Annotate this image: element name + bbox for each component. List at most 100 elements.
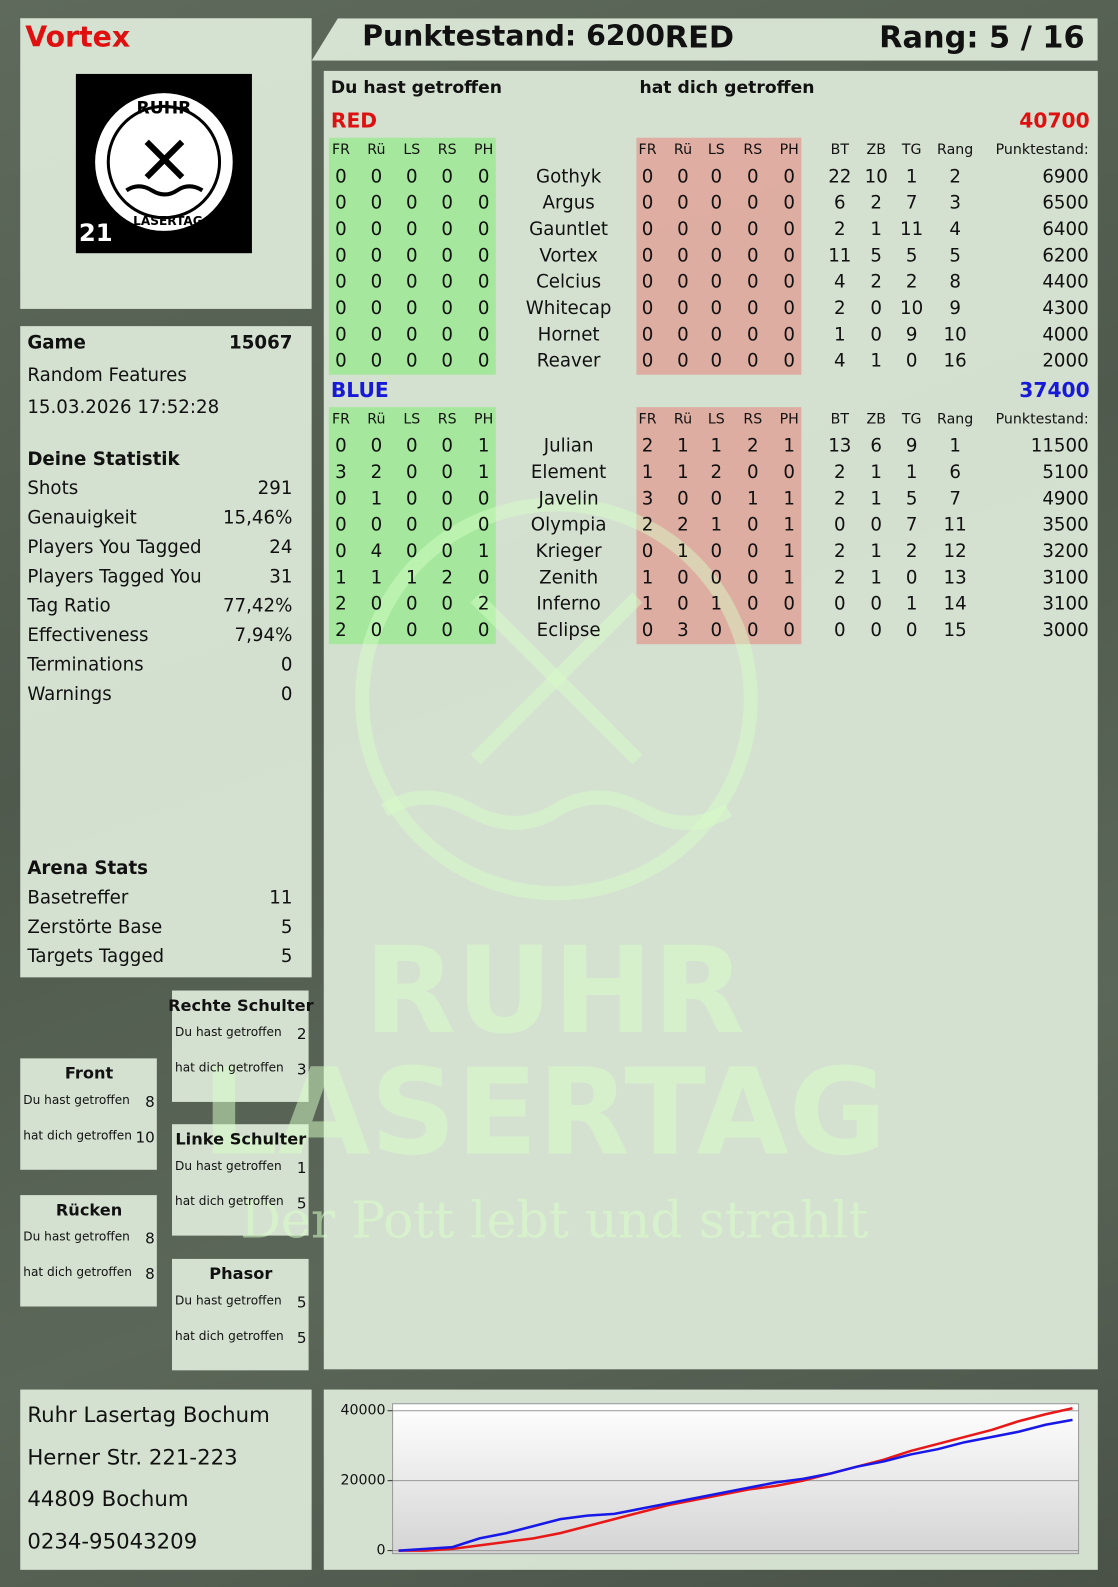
stat-label: Players Tagged You	[27, 566, 202, 588]
got-cell: 1	[710, 435, 723, 457]
watermark-text: RUHR	[364, 920, 745, 1061]
hit-cell: 0	[406, 271, 418, 293]
col-header: PH	[474, 141, 494, 158]
got-cell: 0	[641, 619, 654, 642]
zone-value: 1	[296, 1158, 307, 1177]
y-tick-label: 20000	[340, 1473, 385, 1489]
game-mode: Random Features	[27, 364, 187, 386]
got-cell: 2	[641, 435, 654, 457]
col-header: FR	[638, 411, 657, 428]
score-cell: 11500	[1030, 435, 1089, 457]
got-cell: 0	[710, 218, 723, 241]
address-line: 44809 Bochum	[27, 1486, 189, 1512]
hit-cell: 0	[441, 166, 454, 188]
got-cell: 0	[783, 271, 795, 293]
stats-panel	[20, 326, 312, 978]
stat-cell: 22	[828, 166, 852, 188]
stat-cell: 9	[949, 297, 961, 320]
stat-label: Shots	[27, 478, 79, 500]
player-cell: Whitecap	[525, 297, 612, 320]
got-cell: 0	[710, 350, 723, 372]
col-header: Rang	[937, 141, 974, 158]
got-block	[636, 137, 802, 375]
stat-label: Terminations	[27, 654, 144, 676]
hit-cell: 0	[406, 218, 418, 241]
got-cell: 2	[746, 435, 759, 457]
hit-cell: 0	[477, 218, 490, 241]
got-cell: 2	[641, 514, 654, 536]
stat-value: 77,42%	[222, 595, 293, 617]
stat-label: Warnings	[27, 683, 112, 705]
hit-cell: 0	[370, 271, 383, 293]
hit-cell: 1	[477, 540, 490, 563]
zone-label: hat dich getroffen	[23, 1264, 132, 1280]
got-cell: 1	[746, 488, 759, 510]
got-cell: 1	[783, 488, 795, 510]
stat-cell: 13	[828, 435, 852, 457]
zone-label: hat dich getroffen	[23, 1128, 132, 1143]
team-score: 40700	[1019, 108, 1090, 133]
game-date: 15.03.2026 17:52:28	[27, 397, 220, 419]
got-cell: 0	[746, 192, 759, 214]
game-id: 15067	[229, 332, 293, 354]
hit-cell: 0	[370, 297, 383, 320]
hit-cell: 1	[335, 567, 347, 589]
got-cell: 0	[746, 619, 759, 642]
got-cell: 1	[710, 514, 723, 536]
zone-value: 5	[296, 1194, 307, 1213]
got-cell: 0	[677, 271, 689, 293]
stat-value: 15,46%	[222, 507, 293, 529]
player-cell: Krieger	[535, 540, 602, 563]
col-header: LS	[707, 411, 725, 428]
score-cell: 6200	[1042, 245, 1089, 267]
got-cell: 1	[783, 567, 795, 589]
score-cell: 3100	[1042, 593, 1089, 615]
address-panel	[20, 1389, 312, 1570]
got-cell: 1	[677, 435, 689, 457]
stat-cell: 2	[870, 192, 883, 214]
stat-cell: 0	[905, 619, 918, 642]
col-header: PH	[474, 411, 494, 428]
stat-value: 291	[257, 478, 293, 500]
hit-cell: 0	[477, 324, 490, 346]
score-cell: 6400	[1042, 218, 1089, 241]
stat-cell: 0	[870, 619, 883, 642]
hit-cell: 0	[441, 271, 454, 293]
got-cell: 0	[746, 350, 759, 372]
zone-value: 8	[145, 1229, 155, 1248]
hit-cell: 0	[441, 619, 454, 642]
stat-cell: 13	[943, 567, 967, 589]
hit-cell: 0	[406, 350, 418, 372]
hit-cell: 0	[441, 218, 454, 241]
hit-cell: 0	[477, 245, 490, 267]
stat-value: 0	[280, 654, 293, 676]
got-cell: 0	[641, 166, 654, 188]
hit-cell: 0	[406, 514, 418, 536]
col-header: RS	[437, 141, 457, 158]
zone-box	[20, 1195, 157, 1307]
got-cell: 0	[677, 192, 689, 214]
zone-label: Du hast getroffen	[23, 1092, 130, 1107]
stat-cell: 0	[905, 567, 918, 589]
hit-cell: 1	[477, 461, 490, 484]
hit-cell: 0	[441, 514, 454, 536]
zone-label: hat dich getroffen	[175, 1194, 284, 1209]
hit-cell: 0	[335, 245, 347, 267]
got-cell: 3	[641, 488, 654, 510]
player-cell: Vortex	[539, 245, 598, 267]
stat-cell: 5	[905, 488, 918, 510]
stat-cell: 11	[828, 245, 852, 267]
player-cell: Gothyk	[535, 166, 602, 188]
stat-cell: 9	[905, 435, 918, 457]
zone-value: 2	[296, 1024, 307, 1044]
got-cell: 0	[746, 166, 759, 188]
got-cell: 0	[641, 540, 654, 563]
got-cell: 0	[710, 540, 723, 563]
got-cell: 0	[710, 488, 723, 510]
stat-value: 7,94%	[234, 624, 293, 647]
stat-cell: 1	[870, 488, 883, 510]
hit-cell: 0	[335, 192, 347, 214]
got-cell: 0	[641, 192, 654, 214]
got-cell: 0	[746, 245, 759, 267]
